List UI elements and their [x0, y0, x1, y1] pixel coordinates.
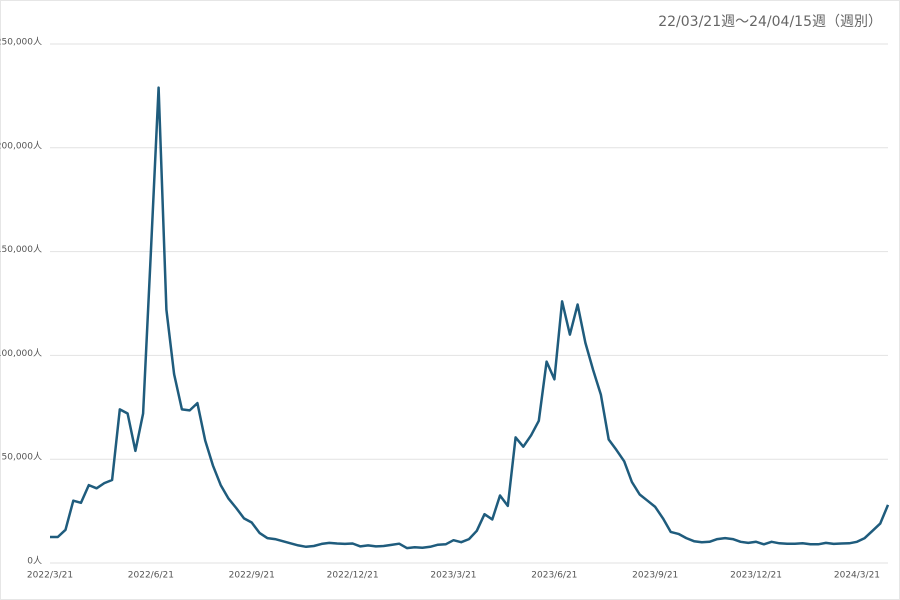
y-tick-label: 250,000人	[0, 37, 42, 48]
x-tick-label: 2023/9/21	[632, 571, 678, 581]
y-tick-label: 0人	[27, 556, 42, 567]
x-tick-label: 2022/9/21	[229, 571, 275, 581]
y-tick-label: 200,000人	[0, 140, 42, 151]
x-tick-label: 2023/6/21	[531, 571, 577, 581]
x-tick-label: 2022/12/21	[327, 571, 379, 581]
y-tick-label: 100,000人	[0, 348, 42, 359]
line	[50, 86, 890, 550]
x-tick-label: 2022/6/21	[128, 571, 174, 581]
x-tick-label: 2022/3/21	[27, 571, 73, 581]
x-tick-label: 2023/3/21	[430, 571, 476, 581]
y-tick-label: 150,000人	[0, 244, 42, 255]
chart-title: 22/03/21週～24/04/15週（週別）	[658, 14, 882, 30]
x-tick-label: 2024/3/21	[834, 571, 880, 581]
x-tick-label: 2023/12/21	[730, 571, 782, 581]
y-tick-label: 50,000人	[2, 452, 43, 463]
